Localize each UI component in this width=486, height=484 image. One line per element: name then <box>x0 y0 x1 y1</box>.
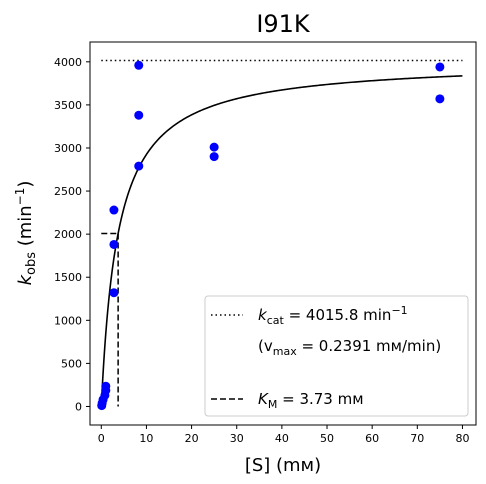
x-tick-label: 70 <box>410 432 424 445</box>
y-axis-label-unit: (min <box>15 205 36 252</box>
legend-vmax-entry: (vmax = 0.2391 mм/min) <box>258 337 441 358</box>
y-tick-label: 3000 <box>54 142 82 155</box>
data-point <box>435 94 445 104</box>
data-point <box>109 205 119 215</box>
legend-kcat-entry: kcat = 4015.8 min−1 <box>258 304 408 327</box>
data-point <box>101 381 111 391</box>
y-tick-label: 2500 <box>54 185 82 198</box>
y-tick-label: 2000 <box>54 228 82 241</box>
data-point <box>435 62 445 72</box>
x-tick-label: 20 <box>185 432 199 445</box>
x-tick-label: 30 <box>230 432 244 445</box>
y-axis-label-close: ) <box>15 181 36 188</box>
x-tick-label: 10 <box>139 432 153 445</box>
y-tick-label: 4000 <box>54 56 82 69</box>
y-tick-label: 3500 <box>54 99 82 112</box>
data-point <box>109 239 119 249</box>
data-point <box>209 142 219 152</box>
legend-frame <box>204 295 469 417</box>
data-point <box>134 110 144 120</box>
x-tick-label: 0 <box>98 432 105 445</box>
data-point <box>134 161 144 171</box>
y-axis-label-exp: −1 <box>13 188 27 206</box>
y-tick-label: 1500 <box>54 271 82 284</box>
y-tick-label: 1000 <box>54 314 82 327</box>
y-axis-label-sub: obs <box>24 252 39 275</box>
y-axis-label-main: k <box>15 273 36 285</box>
x-tick-label: 50 <box>320 432 334 445</box>
legend-km-entry: KM = 3.73 mм <box>258 390 364 411</box>
data-point <box>209 152 219 162</box>
y-axis-label: kobs (min−1) <box>13 181 39 286</box>
points-layer <box>97 60 445 411</box>
data-point <box>109 288 119 298</box>
x-tick-label: 40 <box>275 432 289 445</box>
x-tick-label: 80 <box>455 432 469 445</box>
legend: kcat = 4015.8 min−1 (vmax = 0.2391 mм/mi… <box>204 295 469 417</box>
fit-curve <box>100 75 463 402</box>
data-point <box>134 60 144 70</box>
y-tick-label: 0 <box>75 400 82 413</box>
x-axis-label: [S] (mм) <box>245 455 321 476</box>
chart-title: I91K <box>256 10 311 38</box>
x-tick-label: 60 <box>365 432 379 445</box>
y-tick-label: 500 <box>61 357 82 370</box>
lines-layer <box>100 59 463 407</box>
ticks-layer: 0 10 20 30 40 50 60 70 80 0 500 1000 1500 2000 2500 300… <box>54 56 469 445</box>
